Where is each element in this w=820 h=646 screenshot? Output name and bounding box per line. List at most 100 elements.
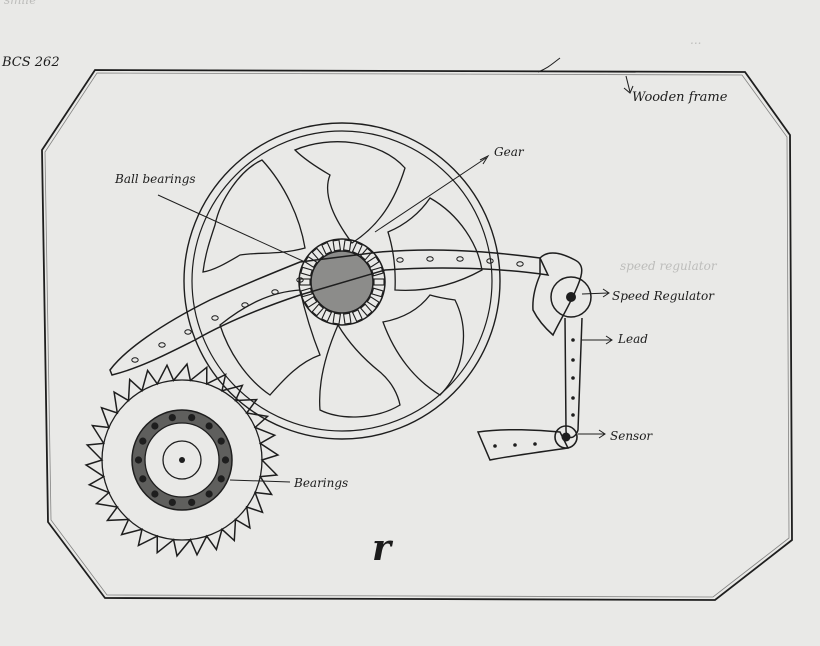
bearing-ball — [221, 456, 230, 464]
frame-tick — [537, 57, 561, 73]
bearing-hub — [162, 440, 202, 480]
label-lead: Lead — [617, 332, 648, 346]
hub-tooth — [311, 303, 325, 317]
fan-outer-rim — [183, 122, 501, 440]
bearing-balls — [134, 413, 230, 507]
hub-tooth — [359, 303, 373, 317]
arm-hole — [486, 258, 494, 264]
fan-blade-top — [293, 141, 406, 244]
bearing-ball — [168, 498, 176, 507]
speed-regulator-pivot — [566, 292, 576, 302]
label-wooden-frame: Wooden frame — [632, 90, 728, 105]
leader-speed-regulator-arrowhead — [602, 288, 610, 298]
arm-hole — [426, 256, 434, 262]
hub-tooth — [332, 239, 342, 252]
wooden-frame-double-line — [44, 72, 790, 598]
hub-tooth — [342, 239, 352, 252]
speed-regulator-disc — [550, 276, 592, 318]
fan-blade-upper-right — [387, 197, 483, 291]
sheet-code: BCS 262 — [1, 55, 60, 70]
hub-tooth — [351, 309, 363, 323]
leader-gear — [374, 157, 487, 233]
arm-hole — [211, 315, 219, 321]
bearing-ball — [139, 437, 147, 445]
sensor-bar-holes — [493, 442, 537, 448]
fan-inner-rim — [191, 130, 493, 432]
lever-arm-holes — [131, 256, 524, 363]
bearing-axle — [179, 457, 185, 463]
faint-text-top-left: smile — [4, 0, 36, 7]
bearing-ball — [151, 422, 159, 430]
arm-hole — [131, 357, 139, 363]
hub-tooth — [300, 266, 313, 277]
lead-hole — [571, 413, 575, 417]
hub-tooth — [321, 241, 333, 255]
fan-wheel — [183, 122, 501, 440]
hub-tooth — [366, 256, 380, 268]
bearing-ball — [205, 422, 213, 430]
arm-hole — [271, 289, 279, 295]
bearing-ball — [217, 437, 225, 445]
hub-tooth — [373, 278, 385, 286]
leader-speed-regulator — [581, 292, 609, 295]
arm-hole — [516, 261, 524, 267]
hub-tooth — [371, 287, 384, 298]
hub-tooth — [332, 312, 342, 325]
label-bearings: Bearings — [293, 476, 348, 490]
hub-tooth — [351, 241, 363, 255]
bearing-ball — [217, 475, 225, 483]
lead-rod — [564, 317, 583, 439]
arm-hole — [296, 277, 304, 283]
hub-tooth — [304, 296, 318, 308]
label-sensor: Sensor — [610, 429, 653, 443]
hub-tooth — [304, 256, 318, 268]
hub-tooth — [321, 309, 333, 323]
lead-rod-holes — [571, 338, 575, 417]
hub-tooth — [366, 296, 380, 308]
label-speed-regulator: Speed Regulator — [612, 289, 715, 303]
label-ball-bearings: Ball bearings — [114, 172, 196, 186]
hub-tooth — [311, 247, 325, 261]
leader-wooden-frame — [625, 75, 631, 93]
lead-hole — [571, 358, 575, 362]
arm-hole — [396, 257, 404, 263]
bar-hole — [533, 442, 537, 446]
leader-gear-arrowhead — [479, 154, 490, 165]
leader-bearings — [229, 479, 291, 483]
lead-hole — [571, 376, 575, 380]
faint-text-right: speed regulator — [620, 259, 718, 273]
wooden-frame — [41, 69, 793, 601]
regulator-assembly — [476, 252, 592, 461]
fan-blade-bottom — [319, 323, 401, 418]
arm-hole — [241, 302, 249, 308]
lead-hole — [571, 338, 575, 342]
leader-sensor-arrowhead — [598, 429, 606, 439]
bearing-ball — [188, 413, 196, 422]
arm-hole — [158, 342, 166, 348]
arm-hole — [456, 256, 464, 262]
fan-blade-upper-left — [202, 159, 306, 273]
fan-blade-lower-right — [382, 294, 465, 396]
leader-lead-arrowhead — [605, 335, 613, 345]
corner-mark: r — [372, 527, 394, 569]
sensor-core — [561, 432, 571, 442]
lever-arm — [109, 249, 550, 376]
saw-gear-body — [101, 379, 263, 541]
arm-hole — [184, 329, 192, 335]
leader-wooden-frame-arrowhead — [623, 85, 634, 94]
bearing-ball — [205, 490, 213, 498]
leader-ball-bearings — [157, 194, 306, 263]
lead-hole — [571, 396, 575, 400]
faint-text-top-right: ... — [690, 33, 701, 47]
leader-lines — [157, 75, 634, 483]
bearing-ball — [188, 498, 196, 507]
sensor-ring — [554, 425, 578, 449]
lever-arm-outline — [109, 249, 550, 376]
bar-hole — [493, 444, 497, 448]
saw-gear — [84, 362, 280, 558]
hub-tooth — [342, 312, 352, 325]
label-gear: Gear — [494, 145, 525, 159]
bar-hole — [513, 443, 517, 447]
